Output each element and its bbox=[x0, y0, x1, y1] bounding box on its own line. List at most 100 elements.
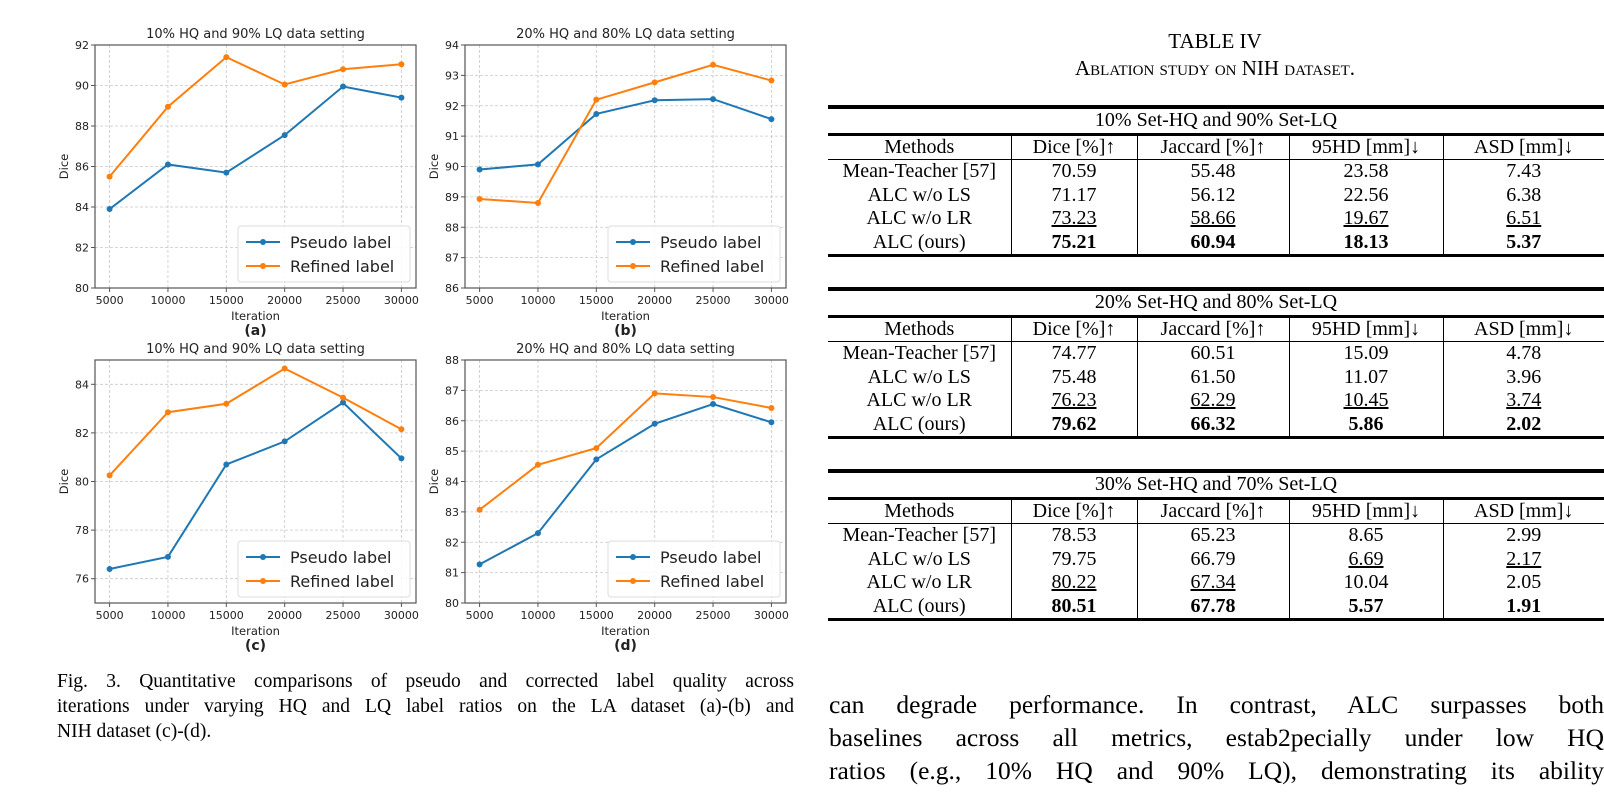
value-cell: 1.91 bbox=[1442, 594, 1604, 621]
x-tick-label: 10000 bbox=[520, 609, 555, 622]
ablation-table-section-1: 10% Set-HQ and 90% Set-LQ Methods Dice [%]… bbox=[828, 105, 1604, 257]
value-text: 4.78 bbox=[1506, 342, 1542, 364]
value-text: 61.50 bbox=[1190, 365, 1236, 388]
data-point bbox=[710, 394, 717, 401]
table-section-heading: 20% Set-HQ and 80% Set-LQ bbox=[828, 287, 1604, 318]
table-header-row: Methods Dice [%]↑ Jaccard [%]↑ 95HD [mm]↓ AS… bbox=[828, 316, 1604, 342]
y-tick-label: 94 bbox=[445, 39, 459, 52]
value-text: 71.17 bbox=[1051, 183, 1097, 206]
value-cell: 67.34 bbox=[1136, 571, 1289, 595]
y-tick-label: 86 bbox=[75, 161, 89, 174]
x-tick-label: 15000 bbox=[209, 609, 244, 622]
ablation-table-section-3: 30% Set-HQ and 70% Set-LQ Methods Dice [%]… bbox=[828, 469, 1604, 621]
value-text: 18.13 bbox=[1343, 230, 1389, 253]
x-tick-label: 15000 bbox=[579, 294, 614, 307]
y-tick-label: 78 bbox=[75, 524, 89, 537]
chart-c: 76 78 80 82 84 5000 10000 15000 20000 25000 30000 1… bbox=[0, 330, 420, 660]
column-header: 95HD [mm]↓ bbox=[1288, 316, 1443, 342]
y-tick-label: 92 bbox=[445, 100, 459, 113]
table-header-row: Methods Dice [%]↑ Jaccard [%]↑ 95HD [mm]↓ AS… bbox=[828, 134, 1604, 160]
y-tick-label: 92 bbox=[75, 39, 89, 52]
method-cell: ALC w/o LS bbox=[867, 365, 971, 388]
y-tick-label: 87 bbox=[445, 384, 459, 397]
value-cell: 19.67 bbox=[1288, 207, 1443, 231]
value-cell: 23.58 bbox=[1288, 159, 1443, 184]
y-tick-label: 81 bbox=[445, 567, 459, 580]
value-cell: 2.02 bbox=[1442, 412, 1604, 439]
chart-title: 20% HQ and 80% LQ data setting bbox=[516, 342, 735, 357]
table-title-block: TABLE IV Ablation study on NIH dataset. bbox=[826, 28, 1604, 82]
value-text: 60.94 bbox=[1190, 230, 1236, 253]
data-point bbox=[593, 96, 600, 103]
caption-line-2: iterations under varying HQ and LQ label… bbox=[57, 696, 794, 717]
data-point bbox=[651, 390, 658, 397]
data-point bbox=[398, 94, 405, 101]
table-row: ALC w/o LR 73.23 58.66 19.67 6.51 bbox=[828, 207, 1604, 231]
data-point bbox=[476, 166, 483, 173]
value-text: 2.02 bbox=[1506, 412, 1542, 435]
value-cell: 60.94 bbox=[1136, 230, 1289, 257]
table-row: ALC w/o LS 79.75 66.79 6.69 2.17 bbox=[828, 547, 1604, 571]
y-tick-label: 90 bbox=[75, 80, 89, 93]
value-text: 1.91 bbox=[1506, 594, 1542, 617]
x-tick-label: 10000 bbox=[150, 609, 185, 622]
y-tick-label: 83 bbox=[445, 506, 459, 519]
value-text: 5.86 bbox=[1348, 412, 1384, 435]
legend-label: Refined label bbox=[660, 257, 764, 276]
table-header-row: Methods Dice [%]↑ Jaccard [%]↑ 95HD [mm]↓ AS… bbox=[828, 498, 1604, 524]
series-line-refined-label bbox=[479, 63, 772, 204]
x-tick-label: 20000 bbox=[267, 609, 302, 622]
value-text: 65.23 bbox=[1190, 524, 1236, 546]
table-row: ALC (ours) 79.62 66.32 5.86 2.02 bbox=[828, 412, 1604, 439]
x-tick-label: 25000 bbox=[326, 294, 361, 307]
data-point bbox=[106, 173, 113, 180]
table-row: ALC (ours) 80.51 67.78 5.57 1.91 bbox=[828, 594, 1604, 621]
value-cell: 2.99 bbox=[1442, 523, 1604, 548]
value-text: 3.96 bbox=[1506, 365, 1542, 388]
table-row: Mean-Teacher [57] 74.77 60.51 15.09 4.78 bbox=[828, 341, 1604, 366]
x-tick-label: 5000 bbox=[96, 609, 124, 622]
data-point bbox=[164, 553, 171, 560]
value-text: 79.62 bbox=[1051, 412, 1097, 435]
data-point bbox=[340, 394, 347, 401]
value-cell: 10.04 bbox=[1288, 571, 1443, 595]
method-cell: ALC w/o LR bbox=[866, 389, 973, 411]
method-cell: Mean-Teacher [57] bbox=[842, 342, 996, 364]
series-line-pseudo-label bbox=[109, 401, 403, 570]
value-cell: 73.23 bbox=[1010, 207, 1137, 231]
column-header: Jaccard [%]↑ bbox=[1136, 134, 1289, 160]
value-cell: 66.32 bbox=[1136, 412, 1289, 439]
data-point bbox=[340, 83, 347, 90]
chart-b: 86 87 88 89 90 91 92 93 94 5000 10000 15000 20000 250… bbox=[410, 0, 810, 340]
method-cell: ALC w/o LR bbox=[866, 207, 973, 229]
value-cell: 65.23 bbox=[1136, 523, 1289, 548]
legend-label: Refined label bbox=[290, 572, 394, 591]
legend: Pseudo label Refined label bbox=[607, 540, 781, 598]
x-tick-label: 20000 bbox=[637, 609, 672, 622]
legend: Pseudo label Refined label bbox=[237, 540, 411, 598]
y-axis-label: Dice bbox=[427, 154, 441, 179]
series-line-pseudo-label bbox=[479, 402, 772, 566]
column-header: 95HD [mm]↓ bbox=[1288, 134, 1443, 160]
table-row: ALC w/o LR 80.22 67.34 10.04 2.05 bbox=[828, 571, 1604, 595]
y-tick-label: 76 bbox=[75, 573, 89, 586]
body-line-2: baselines across all metrics, estab2peci… bbox=[829, 723, 1604, 752]
data-point bbox=[106, 472, 113, 479]
column-header: 95HD [mm]↓ bbox=[1288, 498, 1443, 524]
method-cell: ALC w/o LS bbox=[867, 183, 971, 206]
series-line-refined-label bbox=[108, 55, 402, 178]
value-text: 5.57 bbox=[1348, 594, 1384, 617]
value-text: 70.59 bbox=[1051, 160, 1097, 182]
value-text: 23.58 bbox=[1343, 160, 1389, 182]
y-tick-label: 88 bbox=[75, 120, 89, 133]
method-cell: Mean-Teacher [57] bbox=[842, 524, 996, 546]
data-point bbox=[651, 420, 658, 427]
y-axis-label: Dice bbox=[57, 469, 71, 494]
data-point bbox=[340, 66, 347, 73]
ablation-table-section-2: 20% Set-HQ and 80% Set-LQ Methods Dice [%]… bbox=[828, 287, 1604, 439]
column-header: ASD [mm]↓ bbox=[1442, 316, 1604, 342]
value-text: 15.09 bbox=[1343, 342, 1389, 364]
method-cell: ALC w/o LS bbox=[867, 547, 971, 570]
data-point bbox=[223, 400, 230, 407]
legend-swatch-marker bbox=[260, 578, 266, 584]
